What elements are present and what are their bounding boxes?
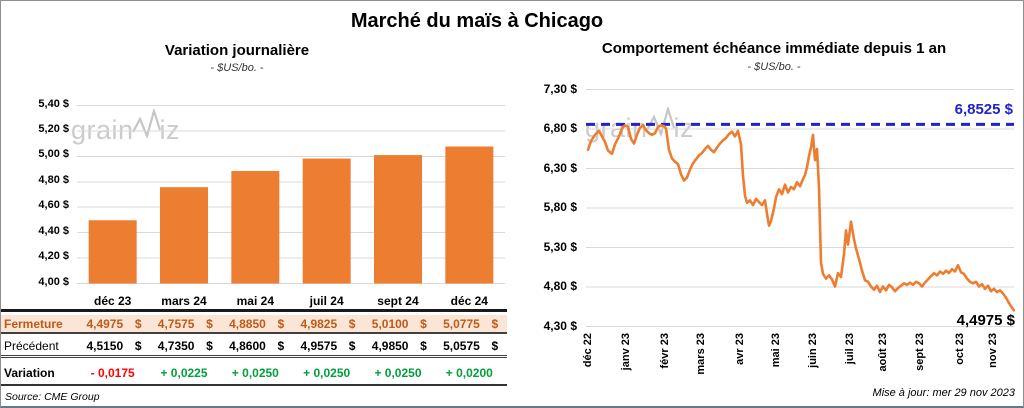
line-chart-subtitle: - $US/bo. -: [747, 61, 801, 73]
cell-variation-déc-24: + 0,0200: [445, 365, 493, 380]
x-tick-label: juin 23: [807, 333, 819, 368]
x-tick-label: mars 23: [695, 333, 707, 375]
bar-juil-24: [302, 158, 351, 284]
column-header: sept 24: [377, 293, 419, 308]
cell-fermeture-déc-24: 5,0775 $: [443, 316, 499, 331]
bar-déc-23: [88, 220, 137, 284]
column-header: juil 24: [309, 293, 344, 308]
y-tick-label: 5,00 $: [38, 148, 69, 161]
table-header-row: déc 23 mars 24 mai 24 juil 24 sept 24 déc 24: [1, 292, 507, 312]
x-tick-label: déc 22: [582, 333, 594, 368]
cell-precedent-déc-24: 5,0575 $: [443, 338, 499, 353]
last-price-label: 4,4975 $: [956, 312, 1015, 329]
y-tick-label: 7,30 $: [543, 81, 577, 96]
cell-precedent-mai-24: 4,8600 $: [229, 338, 285, 353]
watermark-text: iz: [673, 113, 695, 143]
bar-chart-subtitle: - $US/bo. -: [210, 62, 264, 74]
watermark-zigzag-icon: [645, 107, 675, 138]
y-tick-label: 4,20 $: [38, 250, 69, 263]
cell-fermeture-sept-24: 5,0100 $: [371, 316, 427, 331]
column-header: mars 24: [161, 293, 207, 308]
y-tick-label: 6,80 $: [543, 121, 577, 135]
price-line: [586, 123, 1016, 312]
watermark-zigzag-icon: [131, 109, 161, 140]
x-tick-label: avr 23: [734, 333, 746, 365]
column-header: déc 23: [93, 293, 132, 308]
table-row-precedent: Précédent 4,5150 $ 4,7350 $ 4,8600 $ 4,9575 $ 4,9…: [1, 336, 507, 358]
y-tick-label: 4,30 $: [543, 318, 577, 333]
cell-precedent-mars-24: 4,7350 $: [157, 338, 213, 353]
bar-chart-title: Variation journalière: [164, 42, 310, 59]
cell-fermeture-déc-23: 4,4975 $: [86, 316, 142, 331]
y-tick-label: 4,60 $: [38, 199, 69, 212]
cell-precedent-déc-23: 4,5150 $: [86, 338, 142, 353]
table-row-variation: Variation - 0,0175 + 0,0225 + 0,0250 + 0,025…: [1, 361, 507, 386]
x-tick-label: janv 23: [620, 333, 632, 371]
y-tick-label: 5,20 $: [38, 122, 69, 135]
watermark-text: iz: [159, 115, 181, 145]
column-header: déc 24: [450, 293, 488, 308]
x-tick-label: oct 23: [954, 333, 966, 365]
y-tick-label: 4,80 $: [38, 173, 69, 186]
row-label: Variation: [4, 365, 55, 380]
bar-sept-24: [374, 155, 422, 284]
column-header: mai 24: [236, 293, 274, 308]
row-label: Précédent: [4, 338, 59, 353]
grainwiz-watermark: grain iz: [71, 109, 180, 144]
y-tick-label: 5,30 $: [543, 239, 577, 254]
updated-note: Mise à jour: mer 29 nov 2023: [872, 387, 1015, 399]
x-tick-label: sept 23: [914, 333, 926, 371]
x-tick-label: nov 23: [987, 333, 999, 368]
cell-fermeture-mai-24: 4,8850 $: [229, 316, 285, 331]
page-title: Marché du maïs à Chicago: [350, 10, 604, 32]
cell-precedent-juil-24: 4,9575 $: [300, 338, 356, 353]
watermark-text: grain: [71, 115, 134, 145]
cell-variation-sept-24: + 0,0250: [374, 365, 422, 380]
y-tick-label: 6,30 $: [543, 160, 577, 175]
x-tick-label: févr 23: [659, 333, 671, 369]
y-tick-label: 4,00 $: [38, 275, 69, 288]
bar-déc-24: [445, 146, 494, 284]
x-tick-label: mai 23: [770, 333, 782, 368]
x-tick-label: août 23: [877, 333, 889, 372]
bar-chart: [77, 105, 506, 285]
cell-variation-mai-24: + 0,0250: [231, 365, 279, 380]
cell-variation-juil-24: + 0,0250: [303, 365, 351, 380]
x-tick-label: juil 23: [844, 333, 856, 365]
cell-variation-déc-23: - 0,0175: [90, 365, 135, 380]
y-tick-label: 5,40 $: [38, 97, 69, 110]
reference-high-label: 6,8525 $: [954, 101, 1013, 118]
y-tick-label: 5,80 $: [543, 200, 577, 214]
y-tick-label: 4,80 $: [543, 279, 577, 293]
cell-variation-mars-24: + 0,0225: [160, 365, 208, 380]
bar-mai-24: [231, 170, 280, 284]
row-label: Fermeture: [4, 316, 63, 331]
bar-mars-24: [160, 187, 208, 284]
y-tick-label: 4,40 $: [38, 224, 69, 237]
cell-precedent-sept-24: 4,9850 $: [371, 338, 427, 353]
source-note: Source: CME Group: [5, 391, 100, 403]
table-row-fermeture: Fermeture 4,4975 $ 4,7575 $ 4,8850 $ 4,9825 $ 5,0…: [1, 315, 507, 334]
cell-fermeture-mars-24: 4,7575 $: [157, 316, 213, 331]
line-chart: [586, 89, 1016, 328]
line-chart-title: Comportement échéance immédiate depuis 1…: [601, 40, 947, 57]
cell-fermeture-juil-24: 4,9825 $: [300, 316, 356, 331]
